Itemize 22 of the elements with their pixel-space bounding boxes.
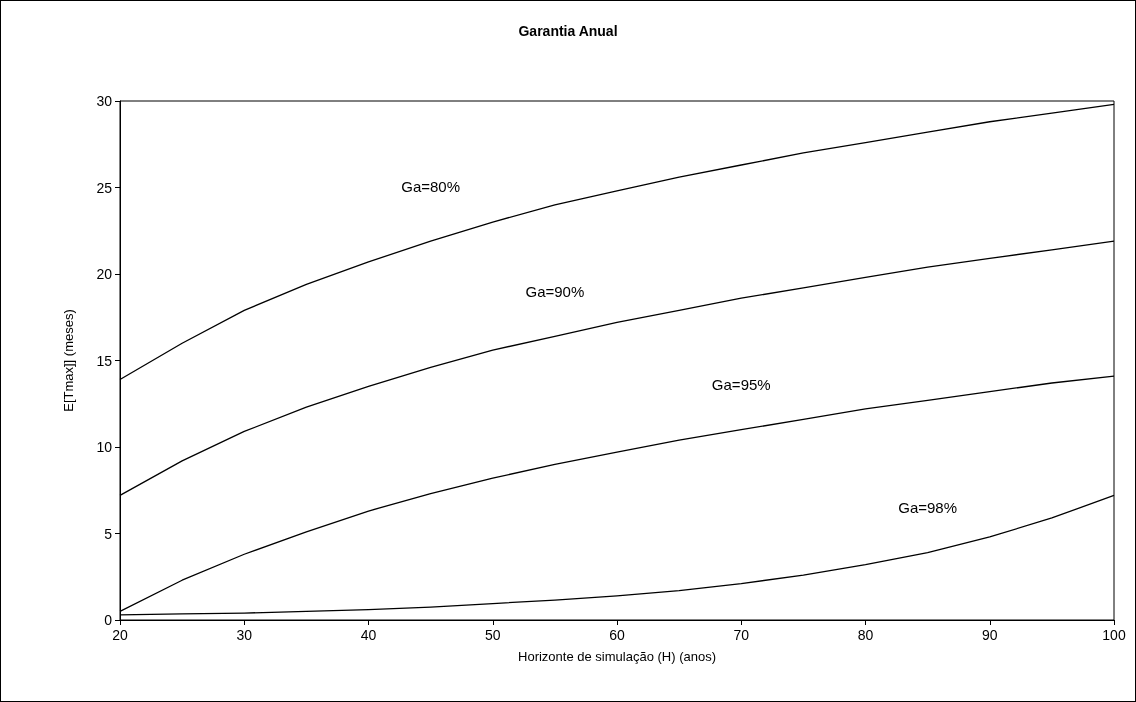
series-label: Ga=98% [898,499,958,517]
text: Ga=95% [711,376,771,394]
y-tick-label: 30 [96,93,113,109]
y-tick-label: 5 [104,525,113,542]
x-axis-title: Horizonte de simulação (H) (anos) [518,649,716,664]
x-tick-label: 60 [609,627,625,643]
y-tick-label: 0 [104,612,113,628]
y-tick-label: 10 [96,439,113,455]
x-tick-label: 100 [1102,627,1126,643]
y-tick-label: 20 [96,266,113,282]
y-tick-label: 15 [96,352,113,369]
x-tick-label: 50 [484,627,501,643]
x-tick-label: 30 [236,627,253,643]
x-tick-label: 70 [733,627,750,643]
x-tick-label: 90 [981,627,998,643]
chart-title: Garantia Anual [518,23,618,39]
y-tick-label: 25 [96,179,113,196]
series-label: Ga=90% [525,282,585,300]
x-tick-label: 80 [857,627,874,643]
x-tick-label: 40 [360,627,377,643]
text: Ga=80% [401,177,461,195]
y-axis-title: E[Tmax]] (meses) [61,309,76,412]
